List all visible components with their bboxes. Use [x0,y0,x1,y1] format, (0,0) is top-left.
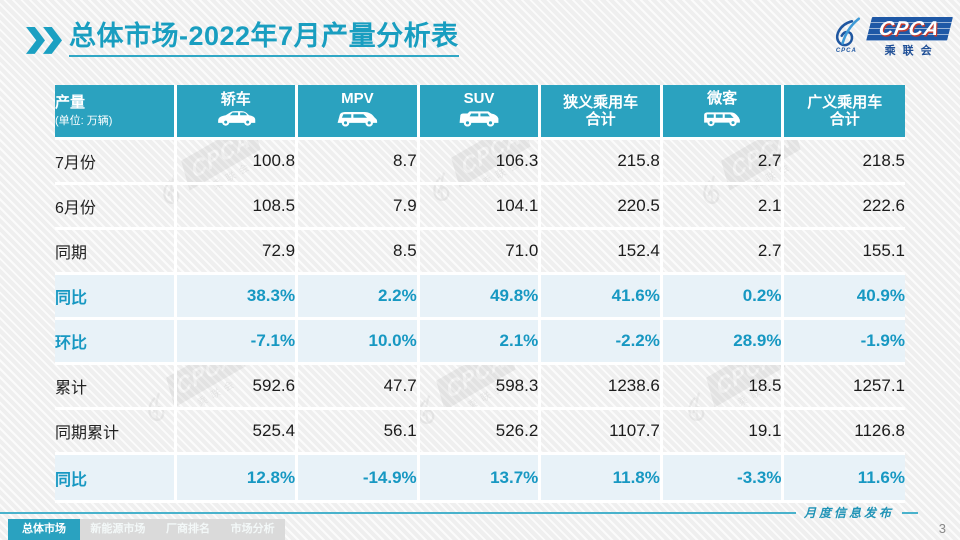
table-cell: 49.8% [418,273,542,320]
row-label: 同比 [55,273,177,320]
row-label: 累计 [55,363,177,410]
column-header: 微客 [661,85,785,140]
table-row: 7月份 100.8 8.7 106.3 215.8 2.7 218.5 [55,138,905,185]
tab-总体市场[interactable]: 总体市场 [8,519,80,540]
table-cell: 13.7% [418,453,542,503]
column-header: 广义乘用车 合计 [782,85,905,140]
table-cell: 155.1 [782,228,905,275]
table-cell: 222.6 [782,183,905,230]
mpv-car-icon [334,109,380,132]
table-cell: 104.1 [418,183,542,230]
column-header: 狭义乘用车 合计 [539,85,663,140]
table-cell: 11.8% [539,453,663,503]
table-cell: 47.7 [296,363,420,410]
tab-市场分析[interactable]: 市场分析 [230,523,275,535]
table-cell: 11.6% [782,453,905,503]
cpca-emblem-icon: CPCA [826,17,866,54]
cpca-wordmark: CPCA 乘联会 [866,17,953,58]
table-cell: 592.6 [175,363,299,410]
table-row: 同比 38.3% 2.2% 49.8% 41.6% 0.2% 40.9% [55,273,905,320]
table-cell: 1257.1 [782,363,905,410]
table-cell: 2.1 [661,183,785,230]
footer-tabs: 总体市场 新能源市场 厂商排名 市场分析 [8,519,285,540]
table-cell: 152.4 [539,228,663,275]
row-label: 同比 [55,453,177,503]
row-label: 7月份 [55,138,177,185]
table-cell: 71.0 [418,228,542,275]
microvan-icon [700,109,744,132]
table-cell: 526.2 [418,408,542,455]
column-header: 轿车 [175,85,299,140]
table-cell: 108.5 [175,183,299,230]
table-cell: 218.5 [782,138,905,185]
table-cell: 106.3 [418,138,542,185]
table-row: 同比 12.8% -14.9% 13.7% 11.8% -3.3% 11.6% [55,453,905,503]
table-cell: 18.5 [661,363,785,410]
table-cell: 72.9 [175,228,299,275]
emblem-caption: CPCA [835,48,857,54]
table-cell: 38.3% [175,273,299,320]
page-title: 总体市场-2022年7月产量分析表 [69,21,459,57]
table-cell: 1238.6 [539,363,663,410]
production-table: 产量 (单位: 万辆) 轿车 MPV SUV 狭义乘用车 合计 微客 广义乘用车 合计 7月份… [55,85,905,503]
table-row: 累计 592.6 47.7 598.3 1238.6 18.5 1257.1 [55,363,905,410]
table-cell: 100.8 [175,138,299,185]
footer-note: 月度信息发布 [803,506,894,520]
tab-新能源市场[interactable]: 新能源市场 [90,523,146,535]
table-cell: 525.4 [175,408,299,455]
table-cell: 2.7 [661,138,785,185]
table-cell: 2.1% [418,318,542,365]
table-row: 环比 -7.1% 10.0% 2.1% -2.2% 28.9% -1.9% [55,318,905,365]
table-cell: -2.2% [539,318,663,365]
footer-rule: 月度信息发布 [0,504,918,521]
unit-header-cell: 产量 (单位: 万辆) [55,85,177,140]
table-cell: 7.9 [296,183,420,230]
double-chevron-icon [26,26,62,54]
table-cell: 215.8 [539,138,663,185]
table-cell: 1126.8 [782,408,905,455]
inactive-tab-strip: 新能源市场 厂商排名 市场分析 [80,519,285,540]
sedan-car-icon [214,109,258,131]
row-label: 6月份 [55,183,177,230]
table-cell: 40.9% [782,273,905,320]
column-header: MPV [296,85,420,140]
table-cell: 41.6% [539,273,663,320]
row-label: 环比 [55,318,177,365]
table-row: 6月份 108.5 7.9 104.1 220.5 2.1 222.6 [55,183,905,230]
cpca-wordmark-text: CPCA [877,18,943,40]
table-cell: -3.3% [661,453,785,503]
slide-header: 总体市场-2022年7月产量分析表 [26,21,459,57]
table-cell: 598.3 [418,363,542,410]
suv-car-icon [456,109,502,132]
page-number: 3 [938,521,946,536]
table-cell: 2.7 [661,228,785,275]
cpca-chinese-name: 乘联会 [884,45,939,57]
table-cell: 8.7 [296,138,420,185]
table-cell: -7.1% [175,318,299,365]
table-cell: 28.9% [661,318,785,365]
table-cell: 56.1 [296,408,420,455]
table-cell: 2.2% [296,273,420,320]
table-row: 同期累计 525.4 56.1 526.2 1107.7 19.1 1126.8 [55,408,905,455]
table-cell: 19.1 [661,408,785,455]
table-cell: 12.8% [175,453,299,503]
table-cell: 1107.7 [539,408,663,455]
table-row: 同期 72.9 8.5 71.0 152.4 2.7 155.1 [55,228,905,275]
tab-厂商排名[interactable]: 厂商排名 [165,523,210,535]
row-label: 同期 [55,228,177,275]
table-cell: 8.5 [296,228,420,275]
table-cell: -1.9% [782,318,905,365]
table-cell: 10.0% [296,318,420,365]
row-label: 同期累计 [55,408,177,455]
cpca-logo: CPCA CPCA 乘联会 [826,17,953,58]
table-cell: 0.2% [661,273,785,320]
table-cell: -14.9% [296,453,420,503]
column-header: SUV [418,85,542,140]
table-cell: 220.5 [539,183,663,230]
